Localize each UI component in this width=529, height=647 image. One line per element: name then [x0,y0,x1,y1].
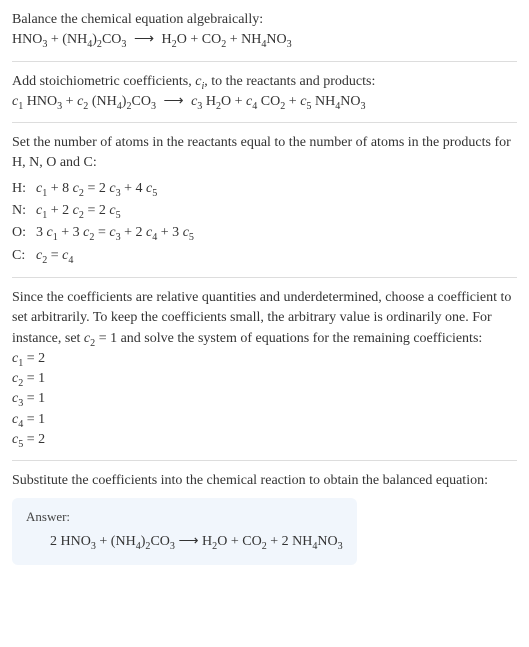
stoich-section: Add stoichiometric coefficients, ci, to … [12,72,517,113]
sub: 2 [221,39,226,50]
sub: 4 [261,39,266,50]
element-label: H: [12,178,36,200]
atoms-text: Set the number of atoms in the reactants… [12,133,517,174]
atom-equation: 3 c1 + 3 c2 = c3 + 2 c4 + 3 c5 [36,222,200,244]
element-label: C: [12,245,36,267]
coef-line: c4 = 1 [12,410,517,430]
intro-text: Balance the chemical equation algebraica… [12,10,517,30]
solve-text: Since the coefficients are relative quan… [12,288,517,349]
unbalanced-equation: HNO3 + (NH4)2CO3 ⟶ H2O + CO2 + NH4NO3 [12,30,517,50]
separator [12,277,517,278]
sub: 4 [87,39,92,50]
solved-coefficients: c1 = 2 c2 = 1 c3 = 1 c4 = 1 c5 = 2 [12,349,517,450]
substitute-text: Substitute the coefficients into the che… [12,471,517,491]
plus: + [51,32,59,47]
coef-line: c5 = 2 [12,430,517,450]
coeff-equation: c1 HNO3 + c2 (NH4)2CO3 ⟶ c3 H2O + c4 CO2… [12,92,517,112]
solve-section: Since the coefficients are relative quan… [12,288,517,450]
atoms-table: H: c1 + 8 c2 = 2 c3 + 4 c5 N: c1 + 2 c2 … [12,178,200,267]
atoms-row: O: 3 c1 + 3 c2 = c3 + 2 c4 + 3 c5 [12,222,200,244]
sub: 2 [97,39,102,50]
atom-equation: c2 = c4 [36,245,200,267]
atoms-row: N: c1 + 2 c2 = 2 c5 [12,200,200,222]
atoms-row: C: c2 = c4 [12,245,200,267]
sub: 3 [42,39,47,50]
atoms-row: H: c1 + 8 c2 = 2 c3 + 4 c5 [12,178,200,200]
stoich-text: Add stoichiometric coefficients, ci, to … [12,72,517,92]
arrow: ⟶ [130,32,158,47]
coef-line: c3 = 1 [12,389,517,409]
substitute-section: Substitute the coefficients into the che… [12,471,517,564]
atom-equation: c1 + 2 c2 = 2 c5 [36,200,200,222]
balanced-equation: 2 HNO3 + (NH4)2CO3 ⟶ H2O + CO2 + 2 NH4NO… [26,532,343,552]
plus: + [190,32,198,47]
answer-box: Answer: 2 HNO3 + (NH4)2CO3 ⟶ H2O + CO2 +… [12,498,357,565]
answer-label: Answer: [26,508,343,527]
element-label: O: [12,222,36,244]
plus: + [230,32,238,47]
coef-line: c1 = 2 [12,349,517,369]
atom-equation: c1 + 8 c2 = 2 c3 + 4 c5 [36,178,200,200]
separator [12,61,517,62]
separator [12,460,517,461]
sub: 2 [172,39,177,50]
coef-line: c2 = 1 [12,369,517,389]
intro-section: Balance the chemical equation algebraica… [12,10,517,51]
sub: 3 [287,39,292,50]
sub: 3 [121,39,126,50]
atoms-section: Set the number of atoms in the reactants… [12,133,517,267]
separator [12,122,517,123]
element-label: N: [12,200,36,222]
